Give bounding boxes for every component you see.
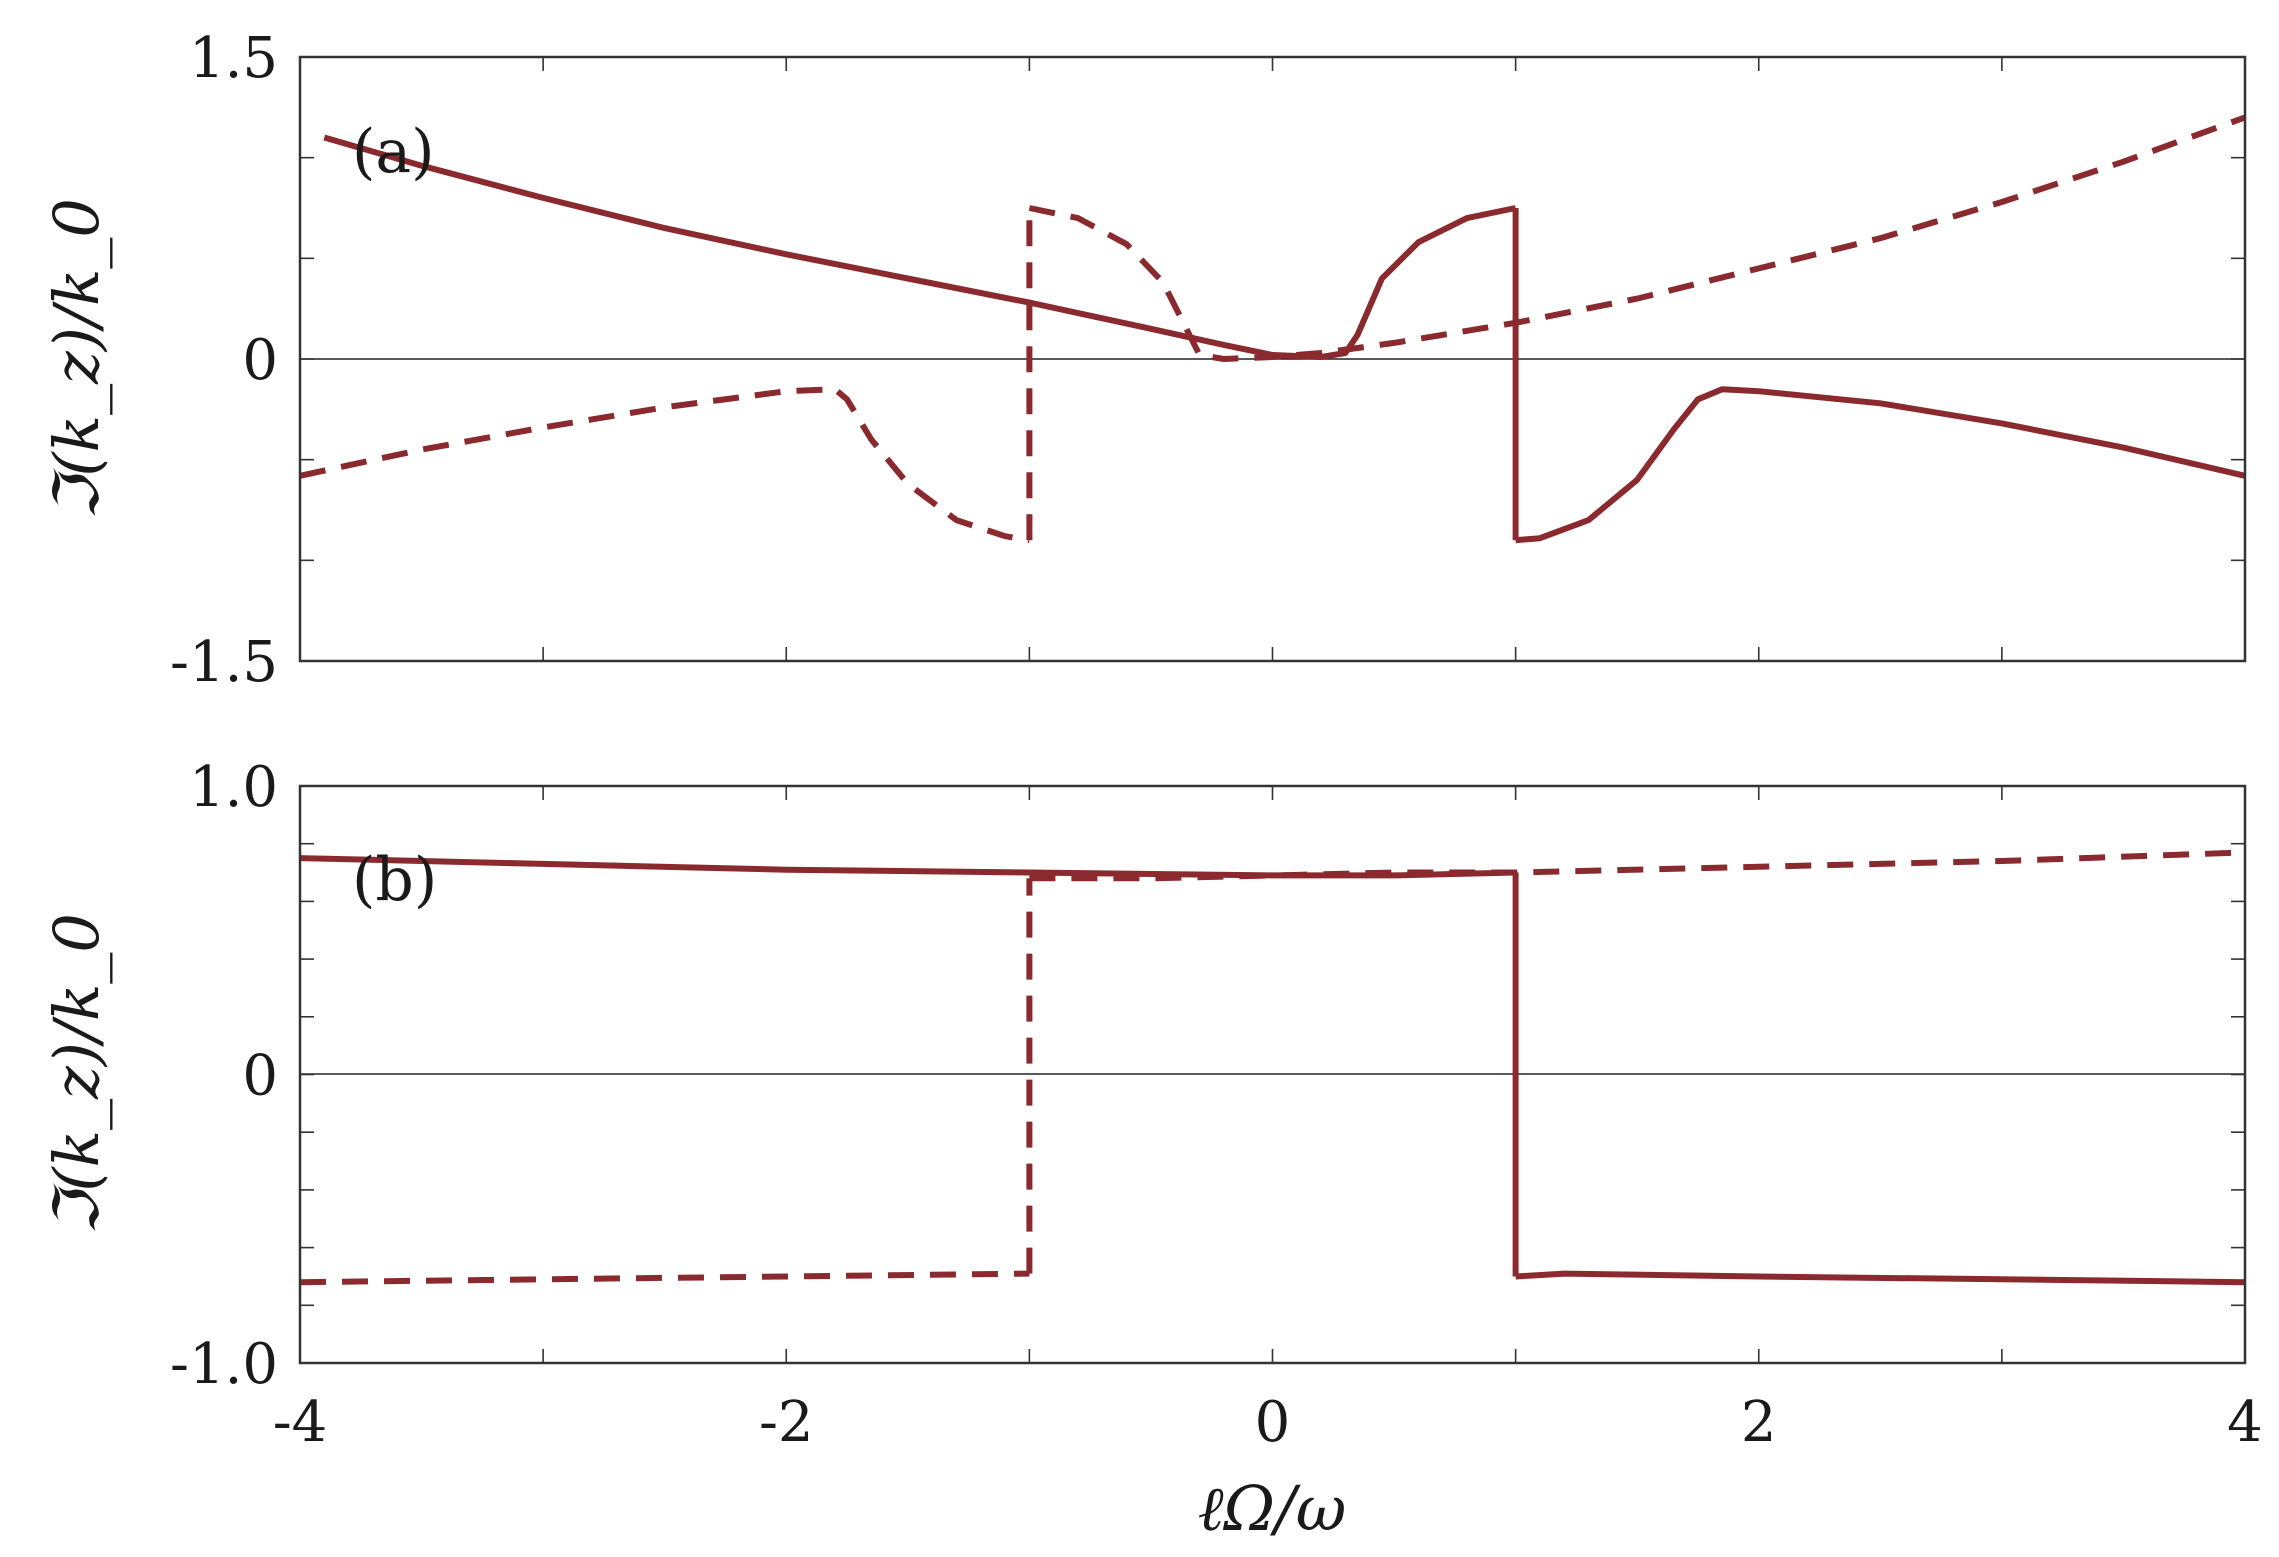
panel-b-solid-line-segment-1 <box>299 855 1516 879</box>
panel-b-xtick-label: -4 <box>273 1390 328 1455</box>
panel-a-series <box>299 114 2247 544</box>
panel-a-dashed-line-segment-1 <box>299 386 1030 544</box>
panel-b-xtick-label: -2 <box>759 1390 814 1455</box>
panel-b-frame <box>298 784 2247 1365</box>
panel-a-ytick-label: -1.5 <box>170 630 278 695</box>
panel-a-label: (a) <box>352 117 435 187</box>
panel-a-tick-labels: -1.5 0 1.5 <box>170 26 278 695</box>
panel-b-label: (b) <box>352 845 437 915</box>
panel-b-ytick-label: -1.0 <box>170 1332 278 1397</box>
panel-a-ytick-label: 1.5 <box>189 26 278 91</box>
panel-b-dashed-line-segment-1 <box>299 1270 1030 1286</box>
panel-b-dashed-line-segment-2 <box>1029 849 2246 882</box>
panel-b-ytick-label: 1.0 <box>189 755 278 820</box>
panel-a-ylabel: ℑ(k_z)/k_0 <box>40 198 113 520</box>
panel-b-xtick-label: 2 <box>1741 1390 1777 1455</box>
panel-b: -1.0 0 1.0 -4 -2 0 2 4 (b) ℑ(k_z)/k_0 ℓΩ/ω <box>40 755 2263 1545</box>
panel-b-solid-line-segment-2 <box>1515 1270 2246 1286</box>
panel-b-series <box>299 849 2246 1286</box>
panel-b-ytick-label: 0 <box>242 1044 278 1109</box>
panel-a-frame <box>298 55 2247 663</box>
panel-a-solid-line-segment-1 <box>323 134 1517 360</box>
panel-a-dashed-line-segment-2 <box>1028 114 2247 362</box>
panel-b-tick-labels: -1.0 0 1.0 -4 -2 0 2 4 <box>170 755 2263 1455</box>
panel-b-xtick-label: 0 <box>1255 1390 1291 1455</box>
panel-a: -1.5 0 1.5 (a) ℑ(k_z)/k_0 <box>40 26 2247 695</box>
panel-b-ylabel: ℑ(k_z)/k_0 <box>40 913 113 1235</box>
panel-b-xtick-label: 4 <box>2227 1390 2263 1455</box>
x-axis-label: ℓΩ/ω <box>1198 1472 1347 1545</box>
panel-a-solid-line-segment-2 <box>1515 386 2246 544</box>
panel-a-ytick-label: 0 <box>242 328 278 393</box>
